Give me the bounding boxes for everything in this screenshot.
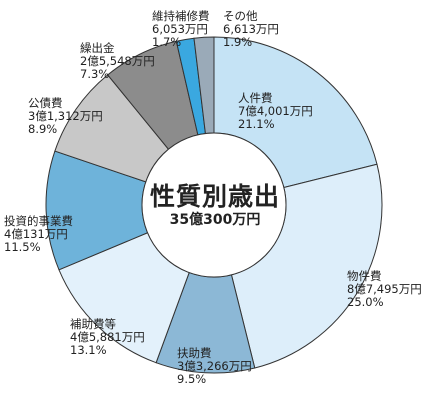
label-iji-name: 維持補修費 (152, 9, 210, 23)
label-hojohi-amount: 4億5,881万円 (70, 330, 145, 344)
label-kuridashi-name: 繰出金 (80, 41, 115, 55)
label-sonota-amount: 6,613万円 (223, 22, 279, 36)
label-hojohi-name: 補助費等 (70, 317, 116, 331)
label-toushi-amount: 4億131万円 (4, 227, 68, 241)
label-sonota-name: その他 (223, 9, 258, 23)
label-hojohi: 補助費等 4億5,881万円 13.1% (70, 318, 145, 357)
label-jinkenhi-percent: 21.1% (238, 117, 275, 131)
label-jinkenhi: 人件費 7億4,001万円 21.1% (238, 92, 313, 131)
label-kousaihi: 公債費 3億1,312万円 8.9% (28, 97, 103, 136)
label-toushi-name: 投資的事業費 (4, 214, 73, 228)
label-fujohi: 扶助費 3億3,266万円 9.5% (177, 347, 252, 386)
label-toushi-percent: 11.5% (4, 240, 41, 254)
label-bukkenhi-amount: 8億7,495万円 (347, 282, 422, 296)
label-jinkenhi-name: 人件費 (238, 91, 273, 105)
label-iji-percent: 1.7% (152, 35, 182, 49)
label-kuridashi-amount: 2億5,548万円 (80, 54, 155, 68)
label-iji: 維持補修費 6,053万円 1.7% (152, 10, 210, 49)
donut-hole (141, 132, 287, 278)
label-bukkenhi-percent: 25.0% (347, 295, 384, 309)
label-bukkenhi-name: 物件費 (347, 269, 382, 283)
label-iji-amount: 6,053万円 (152, 22, 208, 36)
label-kuridashi: 繰出金 2億5,548万円 7.3% (80, 42, 155, 81)
label-toushi: 投資的事業費 4億131万円 11.5% (4, 215, 73, 254)
chart-total: 35億300万円 (169, 212, 261, 228)
label-hojohi-percent: 13.1% (70, 343, 107, 357)
label-bukkenhi: 物件費 8億7,495万円 25.0% (347, 270, 422, 309)
label-kousaihi-name: 公債費 (28, 96, 63, 110)
chart-title: 性質別歳出 (149, 182, 280, 211)
label-jinkenhi-amount: 7億4,001万円 (238, 104, 313, 118)
label-fujohi-amount: 3億3,266万円 (177, 359, 252, 373)
label-fujohi-percent: 9.5% (177, 372, 207, 386)
label-fujohi-name: 扶助費 (177, 346, 212, 360)
label-kousaihi-amount: 3億1,312万円 (28, 109, 103, 123)
label-kousaihi-percent: 8.9% (28, 122, 58, 136)
label-kuridashi-percent: 7.3% (80, 67, 110, 81)
label-sonota: その他 6,613万円 1.9% (223, 10, 279, 49)
label-sonota-percent: 1.9% (223, 35, 253, 49)
